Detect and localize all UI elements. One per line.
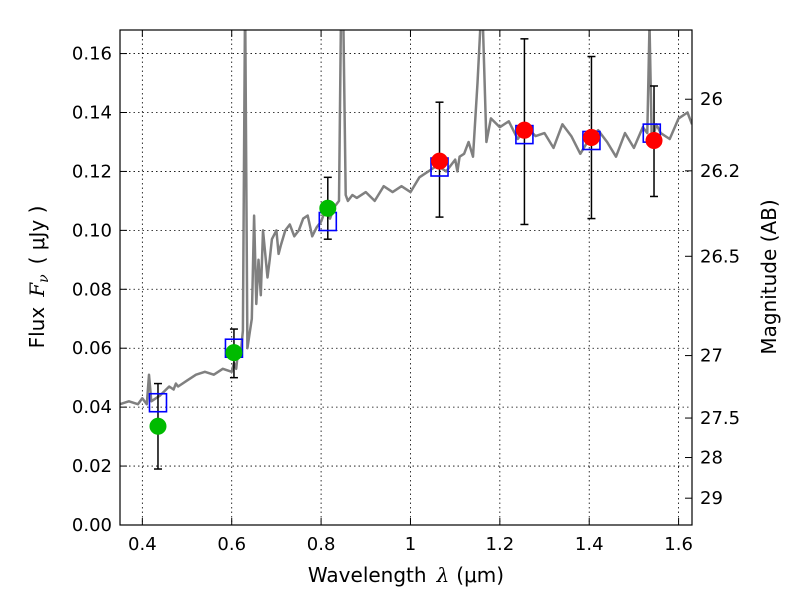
- x-tick-label: 1: [405, 534, 416, 555]
- x-tick-label: 0.6: [217, 534, 246, 555]
- x-axis-label: Wavelength λ (μm): [308, 563, 504, 587]
- observed-photometry-markers: [149, 121, 663, 435]
- x-tick-label: 1.4: [575, 534, 604, 555]
- y-tick-label: 0.02: [72, 456, 112, 477]
- y-axis-label: Flux Fν ( μJy ): [25, 206, 52, 349]
- y-axis-label-unit: ( μJy ): [25, 206, 49, 265]
- right-tick-label: 26.2: [700, 161, 740, 182]
- x-tick-label: 0.4: [128, 534, 157, 555]
- y-axis-label-subscript: ν: [36, 274, 52, 283]
- y-axis-ticks: 0.00 0.02 0.04 0.06 0.08 0.10 0.12 0.14 0.16: [72, 44, 127, 536]
- right-tick-label: 26.5: [700, 246, 740, 267]
- x-axis-ticks: 0.4 0.6 0.8 1 1.2 1.4 1.6: [128, 30, 693, 555]
- observed-photometry-point: [319, 199, 337, 217]
- observed-photometry-point: [149, 417, 167, 435]
- y-axis-label-text: Flux: [25, 307, 49, 349]
- spectrum-line: [120, 30, 692, 406]
- x-tick-label: 0.8: [307, 534, 336, 555]
- right-tick-label: 29: [700, 488, 723, 509]
- x-tick-label: 1.6: [664, 534, 693, 555]
- y-tick-label: 0.12: [72, 161, 112, 182]
- y-axis-label-symbol: F: [25, 282, 49, 298]
- x-axis-label-symbol: λ: [436, 563, 450, 587]
- x-axis-label-text: Wavelength: [308, 563, 427, 587]
- y-tick-label: 0.10: [72, 220, 112, 241]
- plot-frame: [119, 29, 693, 526]
- x-axis-label-unit: (μm): [456, 563, 504, 587]
- right-tick-label: 27: [700, 346, 723, 367]
- right-tick-label: 28: [700, 448, 723, 469]
- y-tick-label: 0.06: [72, 338, 112, 359]
- right-tick-label: 27.5: [700, 408, 740, 429]
- observed-photometry-point: [582, 129, 600, 147]
- y-tick-label: 0.16: [72, 44, 112, 65]
- right-axis-label: Magnitude (AB): [757, 199, 781, 354]
- right-axis-ticks: 26 26.2 26.5 27 27.5 28 29: [685, 89, 740, 509]
- observed-photometry-point: [515, 121, 533, 139]
- model-photometry-square: [148, 392, 168, 413]
- y-tick-label: 0.14: [72, 103, 112, 124]
- observed-photometry-point: [645, 131, 663, 149]
- model-spectrum: [120, 30, 692, 406]
- y-tick-label: 0.08: [72, 279, 112, 300]
- observed-photometry-point: [431, 152, 449, 170]
- y-tick-label: 0.04: [72, 397, 112, 418]
- right-tick-label: 26: [700, 89, 723, 110]
- observed-photometry-point: [225, 344, 243, 362]
- x-tick-label: 1.2: [486, 534, 515, 555]
- grid: [120, 30, 692, 525]
- y-tick-label: 0.00: [72, 515, 112, 536]
